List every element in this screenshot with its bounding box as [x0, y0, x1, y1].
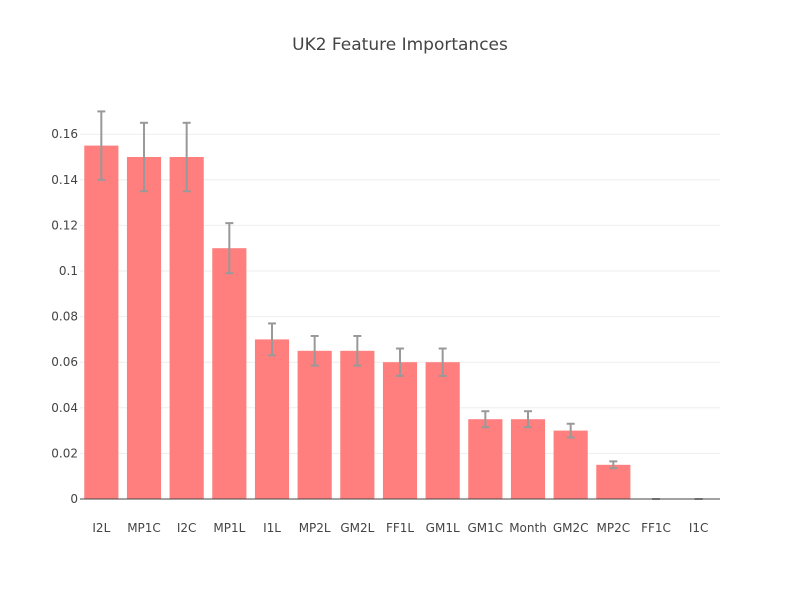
bar-gm1c: [468, 419, 503, 499]
bar-gm1l: [425, 362, 460, 499]
bar-month: [510, 419, 546, 499]
x-tick-label: GM2L: [340, 521, 374, 535]
bar-gm2c: [553, 430, 588, 499]
error-bars: [97, 110, 703, 500]
error-bar-mp2l: [310, 334, 319, 367]
error-bar-i1l: [268, 322, 276, 357]
x-tick-label: MP2C: [597, 521, 631, 535]
x-tick-label: FF1C: [641, 521, 671, 535]
x-tick-label: I2C: [177, 521, 197, 535]
error-bar-gm2c: [566, 422, 575, 439]
error-bar-gm1c: [481, 410, 490, 429]
error-bar-i2c: [182, 121, 191, 193]
y-tick-label: 0: [70, 492, 78, 506]
y-tick-label: 0.06: [51, 355, 78, 369]
bar-i2c: [169, 157, 204, 499]
x-tick-label: MP1C: [127, 521, 161, 535]
y-tick-label: 0.04: [51, 401, 78, 415]
x-tick-label: MP1L: [213, 521, 245, 535]
error-bar-month: [524, 410, 532, 429]
bar-gm2l: [340, 350, 375, 499]
bar-ff1l: [382, 362, 418, 499]
y-tick-label: 0.16: [51, 127, 78, 141]
y-tick-label: 0.02: [51, 446, 78, 460]
y-axis-ticks: 0 0.02 0.04 0.06 0.08 0.1 0.12 0.14 0.16: [51, 127, 78, 506]
bar-mp1c: [126, 157, 162, 499]
x-tick-label: GM2C: [553, 521, 589, 535]
error-bar-ff1l: [396, 347, 404, 377]
x-tick-label: MP2L: [299, 521, 331, 535]
error-bar-gm2l: [353, 334, 362, 367]
y-tick-label: 0.14: [51, 173, 78, 187]
x-tick-label: Month: [509, 521, 547, 535]
error-bar-mp1l: [225, 222, 234, 275]
chart-title: UK2 Feature Importances: [292, 35, 508, 55]
bar-mp1l: [212, 248, 247, 499]
x-tick-label: I2L: [92, 521, 110, 535]
y-tick-label: 0.1: [59, 264, 78, 278]
bars: [84, 145, 631, 499]
bar-i1l: [254, 339, 290, 499]
y-tick-label: 0.08: [51, 310, 78, 324]
error-bar-i2l: [97, 110, 106, 181]
y-tick-label: 0.12: [51, 218, 78, 232]
x-axis-ticks: I2L MP1C I2C MP1L I1L MP2L GM2L FF1L GM1L GM1C Mon…: [92, 521, 708, 535]
x-tick-label: GM1C: [467, 521, 503, 535]
error-bar-gm1l: [438, 347, 447, 377]
bar-i2l: [84, 145, 119, 499]
x-tick-label: FF1L: [386, 521, 414, 535]
x-tick-label: I1C: [689, 521, 709, 535]
x-tick-label: I1L: [263, 521, 281, 535]
bar-mp2l: [297, 350, 332, 499]
bar-mp2c: [596, 464, 631, 499]
error-bar-mp2c: [609, 460, 618, 470]
error-bar-mp1c: [140, 121, 148, 193]
x-tick-label: GM1L: [426, 521, 460, 535]
